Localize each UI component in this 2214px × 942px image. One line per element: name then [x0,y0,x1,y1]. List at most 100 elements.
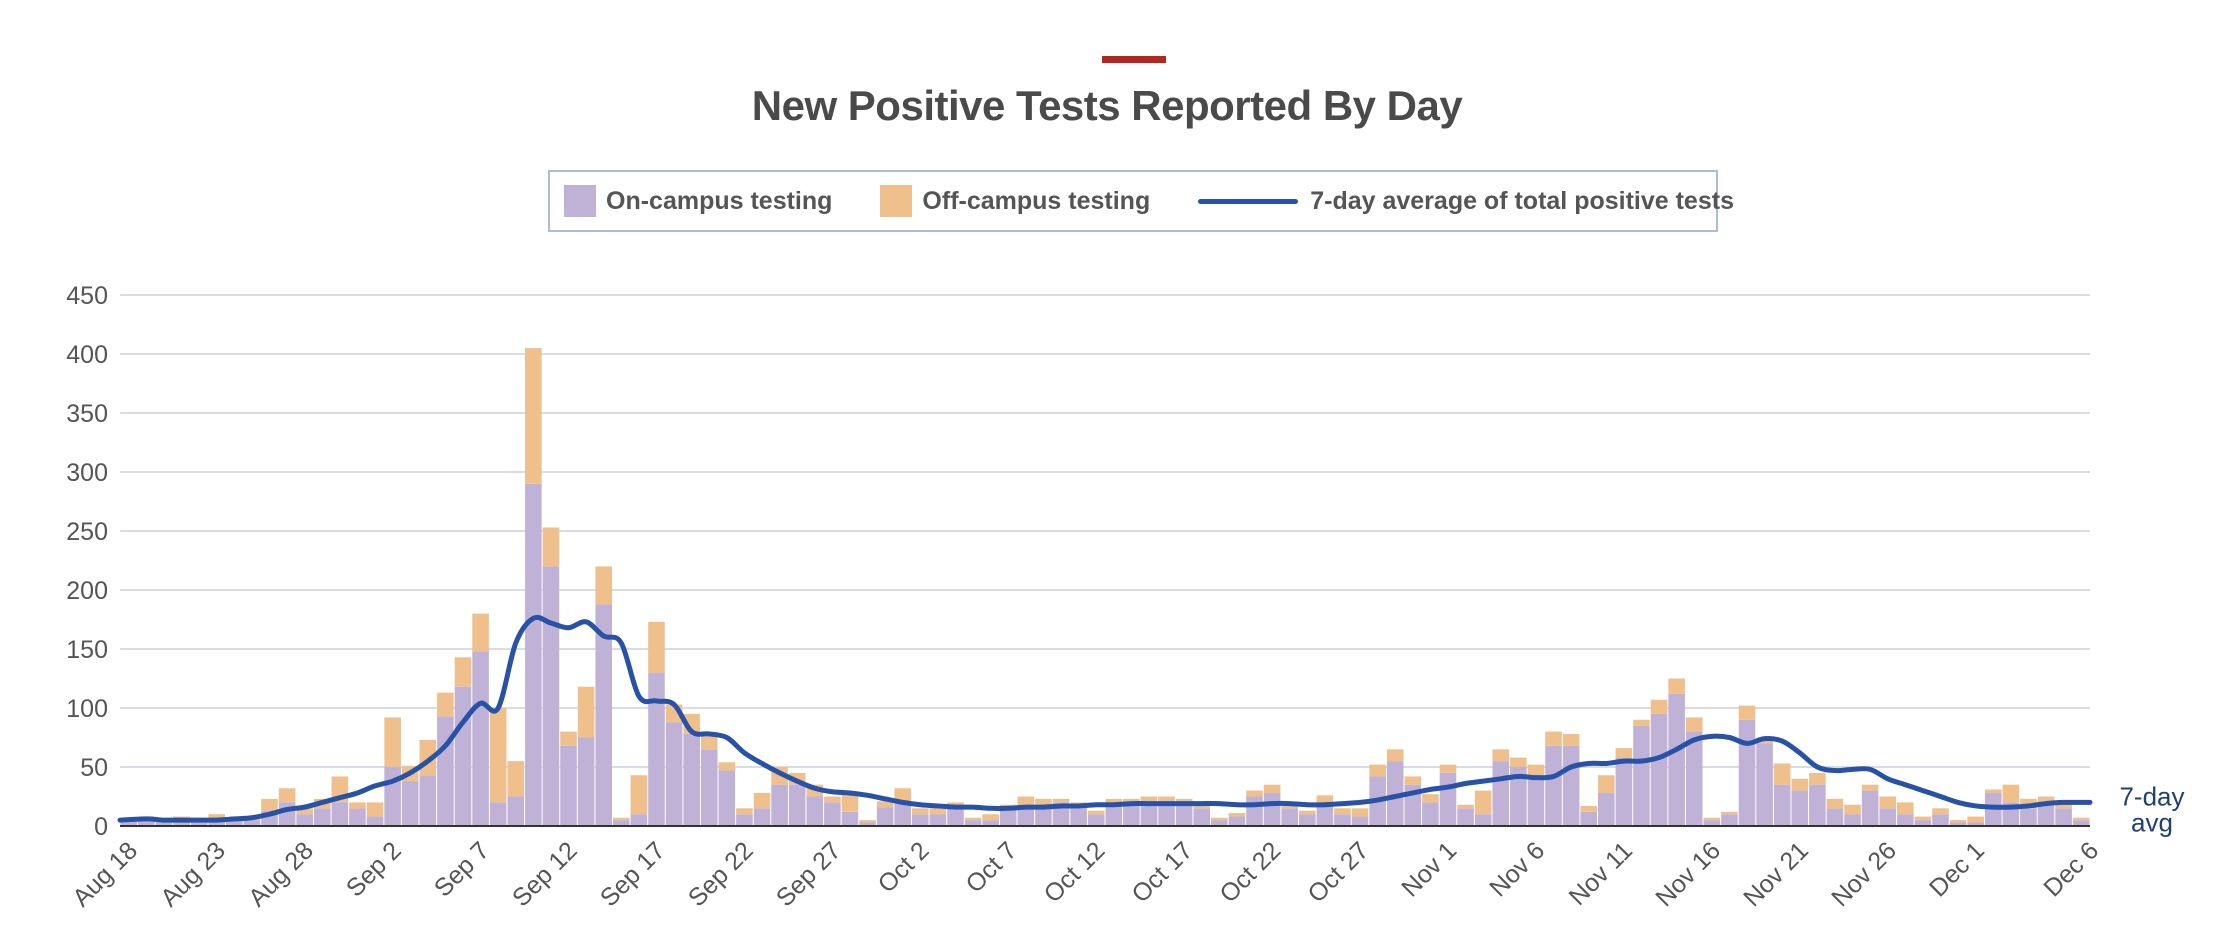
bar-off-campus [1914,816,1932,821]
bar-on-campus [1211,820,1228,826]
bar-on-campus [1844,814,1861,826]
bar-on-campus [190,820,208,826]
bar-off-campus [1369,764,1386,777]
bar-on-campus [929,814,947,826]
bar-on-campus [1545,745,1562,826]
bar-off-campus [1562,733,1580,746]
x-tick-label: Nov 16 [1650,836,1726,912]
bar-off-campus [1298,810,1316,815]
bar-off-campus [577,686,595,738]
bar-on-campus [1193,808,1211,826]
legend-item-off-campus[interactable]: Off-campus testing [880,185,1150,217]
bar-on-campus [2037,802,2055,826]
bar-on-campus [1914,820,1932,826]
bar-on-campus [331,802,349,826]
bar-on-campus [1035,804,1052,826]
x-tick-label: Sep 17 [595,836,671,912]
bar-on-campus [771,784,788,826]
bar-on-campus [1580,811,1597,826]
bar-off-campus [1967,816,1984,823]
x-tick-label: Nov 1 [1396,836,1462,902]
bar-on-campus [2072,820,2090,826]
legend-item-on-campus[interactable]: On-campus testing [564,185,832,217]
y-tick-label: 200 [66,577,108,605]
bar-off-campus [648,621,665,673]
bar-on-campus [313,808,331,826]
bar-off-campus [278,788,296,803]
bar-on-campus [1246,796,1263,826]
bar-on-campus [1070,808,1087,826]
bar-on-campus [876,807,894,826]
bar-off-campus [1316,795,1334,805]
legend-label-7day-average: 7-day average of total positive tests [1310,186,1734,215]
bar-on-campus [859,822,876,826]
bar-on-campus [454,686,472,826]
bar-on-campus [1316,804,1334,826]
bar-off-campus [859,820,876,823]
bar-off-campus [1932,808,1949,815]
bar-on-campus [1826,808,1844,826]
bar-off-campus [1404,776,1422,785]
bar-off-campus [2002,784,2020,803]
bar-on-campus [700,749,718,826]
bar-on-campus [542,566,560,826]
x-tick-label: Oct 22 [1214,836,1286,908]
bar-off-campus [366,802,384,817]
bar-on-campus [1598,792,1615,826]
bar-on-campus [1791,790,1809,826]
y-tick-label: 300 [66,459,108,487]
bar-off-campus [542,527,560,567]
bar-on-campus [736,814,753,826]
bar-on-campus [489,802,507,826]
bar-off-campus [912,808,929,815]
bar-on-campus [595,604,612,826]
x-tick-label: Oct 12 [1039,836,1111,908]
bar-off-campus [454,657,472,687]
x-tick-label: Nov 26 [1826,836,1902,912]
bar-on-campus [912,814,929,826]
bar-off-campus [929,808,947,815]
bar-on-campus [1897,814,1914,826]
bar-on-campus [1105,804,1123,826]
bar-on-campus [1263,792,1281,826]
bar-off-campus [1844,804,1861,815]
bar-on-campus [648,672,665,826]
bar-off-campus [1017,796,1035,809]
x-tick-label: Oct 17 [1127,836,1199,908]
bars-group [120,348,2090,826]
bar-on-campus [1017,808,1035,826]
bar-off-campus [1984,789,2002,793]
bar-on-campus [243,820,261,826]
x-tick-label: Oct 2 [873,836,935,898]
bar-off-campus [1263,784,1281,793]
bar-off-campus [507,761,525,797]
bar-on-campus [1474,814,1492,826]
legend-item-7day-average[interactable]: 7-day average of total positive tests [1198,187,1734,216]
bar-off-campus [472,613,489,652]
bar-off-campus [1633,719,1650,726]
bar-on-campus [120,820,138,826]
legend-label-off-campus: Off-campus testing [922,186,1151,215]
bar-on-campus [1685,731,1703,826]
bar-off-campus [1052,798,1070,803]
bar-on-campus [349,808,366,826]
bar-off-campus [1949,820,1967,823]
bar-off-campus [1087,810,1105,815]
bar-on-campus [138,818,155,826]
bar-on-campus [1562,745,1580,826]
bar-off-campus [1527,764,1545,777]
bar-on-campus [718,770,736,826]
bar-off-campus [1281,804,1298,809]
bar-on-campus [1861,790,1879,826]
y-tick-label: 400 [66,341,108,369]
bar-off-campus [824,796,841,803]
bar-off-campus [876,801,894,808]
bar-on-campus [613,820,630,826]
bar-off-campus [1580,805,1597,812]
y-tick-label: 450 [66,282,108,310]
bar-on-campus [278,802,296,826]
x-tick-label: Sep 12 [507,836,583,912]
bar-off-campus [1615,748,1633,758]
bar-off-campus [1492,749,1510,762]
bar-on-campus [1809,784,1826,826]
